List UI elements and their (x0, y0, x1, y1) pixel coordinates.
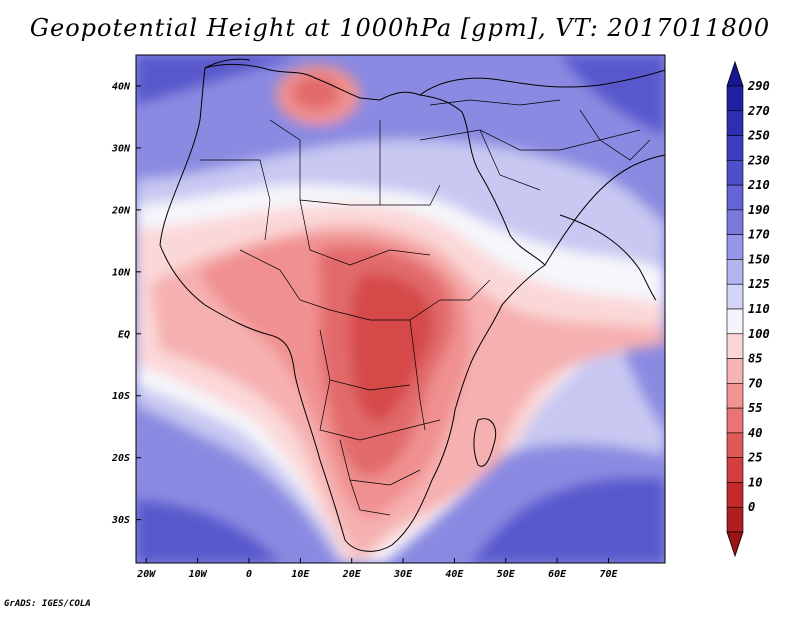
colorbar-label: 290 (747, 79, 770, 93)
field-zone-ne-high (560, 55, 665, 135)
border-segment (329, 299, 441, 321)
colorbar-swatch (726, 358, 744, 384)
colorbar-top-arrow (726, 60, 744, 87)
border-segment (200, 159, 271, 241)
colorbar-swatch (726, 432, 744, 458)
height-field (136, 55, 665, 563)
colorbar-label: 10 (748, 475, 762, 489)
lon-tick-label: 20E (342, 569, 362, 580)
longitude-axis: 20W 10W 0 10E 20E 30E 40E 50E 60E 70E (136, 558, 619, 580)
field-shading (136, 55, 665, 563)
border-segment (409, 319, 426, 431)
field-zone-se-high (470, 478, 665, 563)
lat-tick-label: EQ (118, 329, 130, 340)
field-zone-nw-high (136, 55, 300, 105)
colorbar-swatch (726, 506, 744, 533)
madagascar-coast (473, 418, 497, 467)
border-segment (349, 479, 391, 516)
border-segment (239, 249, 331, 311)
lat-tick-label: 30N (111, 143, 131, 154)
colorbar-label: 70 (748, 376, 762, 390)
colorbar-label: 100 (748, 327, 770, 341)
lon-tick-label: 70E (599, 569, 618, 580)
border-segment (319, 379, 441, 441)
colorbar-label: 210 (747, 178, 770, 192)
latitude-axis: 40N 30N 20N 10N EQ 10S 20S 30S (111, 81, 141, 526)
field-zone-deep-red (349, 274, 434, 421)
lon-tick-label: 60E (548, 569, 567, 580)
colorbar-swatch (726, 482, 744, 508)
colorbar-swatch (726, 135, 744, 161)
colorbar-label: 150 (748, 252, 770, 266)
lon-tick-label: 10E (291, 569, 310, 580)
colorbar-label: 270 (747, 104, 770, 118)
colorbar-swatch (726, 308, 744, 335)
coastlines (159, 58, 665, 552)
india-coast (559, 214, 657, 301)
africa-coast (159, 63, 546, 552)
colorbar-label: 25 (747, 451, 762, 465)
lat-tick-label: 10N (112, 267, 131, 278)
lat-tick-label: 20N (111, 205, 131, 216)
border-segment (299, 199, 431, 266)
colorbar-label: 230 (747, 153, 770, 167)
field-zone-north-low-core (292, 76, 340, 110)
lon-tick-label: 30E (393, 569, 413, 580)
colorbar-label: 85 (748, 352, 762, 366)
lat-tick-label: 10S (112, 391, 130, 402)
colorbar-swatch (726, 383, 744, 409)
colorbar-swatch (726, 209, 744, 235)
colorbar-label: 110 (748, 302, 770, 316)
colorbar-label: 125 (748, 277, 770, 291)
colorbar-label: 170 (748, 228, 770, 242)
lon-tick-label: 50E (497, 569, 516, 580)
colorbar-label: 190 (748, 203, 770, 217)
arabia-coast (544, 154, 665, 266)
colorbar-label: 55 (748, 401, 762, 415)
border-segment (429, 99, 561, 106)
colorbar-label: 0 (748, 500, 755, 514)
colorbar-swatch (726, 184, 744, 211)
lon-tick-label: 40E (445, 569, 464, 580)
colorbar-swatch (726, 110, 744, 136)
lon-tick-label: 20W (136, 569, 156, 580)
lon-tick-label: 0 (246, 569, 252, 580)
colorbar-label: 40 (748, 426, 762, 440)
colorbar-swatch (726, 457, 744, 483)
colorbar-swatch (726, 259, 744, 285)
border-segment (419, 129, 641, 151)
colorbar-swatch (726, 160, 744, 186)
border-segment (379, 120, 441, 206)
border-segment (339, 439, 421, 486)
eurasia-coast (419, 69, 665, 96)
colorbar-swatch (726, 333, 744, 359)
border-segment (579, 109, 651, 161)
map-frame (135, 54, 666, 564)
border-segment (440, 279, 491, 301)
border-segment (319, 329, 411, 391)
chart-title: Geopotential Height at 1000hPa [gpm], VT… (29, 14, 771, 42)
lat-tick-label: 20S (111, 453, 130, 464)
border-segment (479, 129, 541, 191)
colorbar-swatch (726, 234, 744, 260)
lon-tick-label: 10W (189, 569, 208, 580)
colorbar: 2902702502302101901701501251101008570554… (726, 60, 770, 558)
colorbar-swatch (726, 283, 744, 310)
colorbar-bottom-arrow (726, 531, 744, 558)
colorbar-swatch (726, 407, 744, 434)
software-credit: GrADS: IGES/COLA (4, 599, 91, 609)
iberia-coast (204, 58, 251, 69)
country-borders (200, 99, 651, 516)
colorbar-label: 250 (747, 129, 770, 143)
lat-tick-label: 40N (112, 81, 131, 92)
field-zone-sw-high (136, 500, 280, 563)
colorbar-swatch (726, 85, 744, 112)
lat-tick-label: 30S (111, 515, 130, 526)
